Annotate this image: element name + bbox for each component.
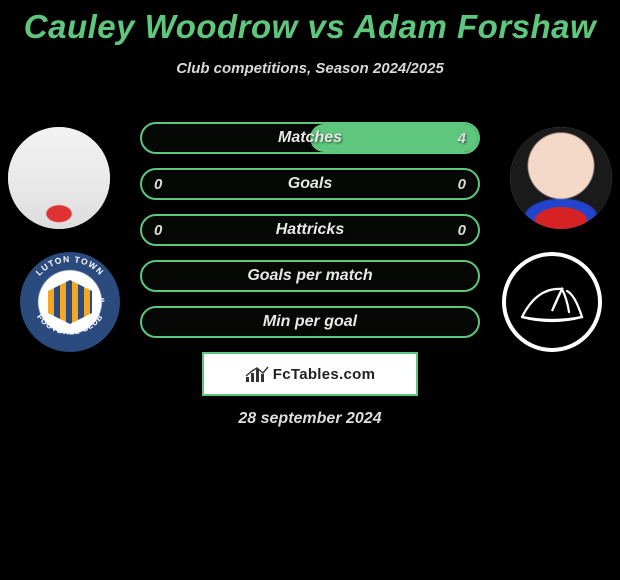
stat-right-value: 0 — [458, 222, 466, 239]
player-left-avatar — [8, 127, 110, 229]
stat-row: Min per goal — [140, 306, 480, 338]
comparison-date: 28 september 2024 — [0, 410, 620, 428]
svg-text:1885: 1885 — [93, 298, 104, 304]
stat-left-value: 0 — [154, 176, 162, 193]
stat-label: Hattricks — [276, 221, 344, 239]
comparison-title: Cauley Woodrow vs Adam Forshaw — [0, 0, 620, 46]
stat-right-value: 4 — [458, 130, 466, 147]
stat-right-value: 0 — [458, 176, 466, 193]
source-attribution: FcTables.com — [202, 352, 418, 396]
stats-container: Matches 4 0 Goals 0 0 Hattricks 0 Goals … — [140, 122, 480, 338]
stat-row: Matches 4 — [140, 122, 480, 154]
stat-row: Goals per match — [140, 260, 480, 292]
comparison-subtitle: Club competitions, Season 2024/2025 — [0, 60, 620, 77]
player-right-avatar — [510, 127, 612, 229]
svg-text:LUTON TOWN: LUTON TOWN — [34, 254, 107, 278]
stat-row: 0 Goals 0 — [140, 168, 480, 200]
stat-label: Min per goal — [263, 313, 357, 331]
stat-row: 0 Hattricks 0 — [140, 214, 480, 246]
svg-text:FOOTBALL CLUB: FOOTBALL CLUB — [35, 312, 105, 336]
stat-label: Goals — [288, 175, 332, 193]
source-brand-text: FcTables.com — [273, 366, 376, 383]
bar-chart-icon — [245, 365, 269, 383]
stat-left-value: 0 — [154, 222, 162, 239]
player-left-club-badge: LUTON TOWN FOOTBALL CLUB 1885 — [20, 252, 120, 352]
stat-label: Matches — [278, 129, 342, 147]
player-right-club-badge — [502, 252, 602, 352]
stat-label: Goals per match — [247, 267, 372, 285]
